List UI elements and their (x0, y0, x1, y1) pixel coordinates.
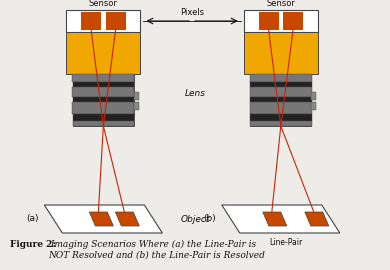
Bar (250, 74, 312, 82)
Bar (73, 114, 134, 121)
Text: (a): (a) (26, 214, 38, 224)
Bar (66, 10, 140, 32)
Bar (250, 121, 312, 126)
Polygon shape (44, 205, 162, 233)
Bar (311, 102, 316, 110)
Bar (73, 74, 134, 82)
Bar (250, 102, 312, 114)
Bar (250, 82, 312, 87)
Text: Pixels: Pixels (180, 8, 204, 17)
Bar (250, 114, 312, 121)
Text: Lens: Lens (184, 89, 206, 99)
Bar (73, 121, 134, 126)
Bar (134, 92, 139, 100)
Bar (72, 87, 135, 97)
Bar (66, 32, 140, 74)
Text: Figure 2:: Figure 2: (10, 240, 56, 249)
Text: Sensor: Sensor (266, 0, 295, 8)
Polygon shape (89, 212, 113, 226)
Bar (81, 12, 101, 30)
Polygon shape (222, 205, 340, 233)
Bar (250, 74, 311, 126)
Polygon shape (115, 212, 139, 226)
Bar (244, 32, 318, 74)
Bar (250, 97, 312, 102)
Bar (259, 12, 278, 30)
Bar (73, 74, 134, 126)
Bar (283, 12, 303, 30)
Bar (134, 102, 139, 110)
Bar (311, 92, 316, 100)
Text: Line-Pair: Line-Pair (269, 238, 302, 247)
Polygon shape (305, 212, 329, 226)
Bar (106, 12, 126, 30)
Polygon shape (263, 212, 287, 226)
Bar (73, 97, 134, 102)
Text: (b): (b) (203, 214, 216, 224)
Bar (244, 10, 318, 32)
Bar (250, 87, 312, 97)
Text: Imaging Scenarios Where (a) the Line-Pair is
NOT Resolved and (b) the Line-Pair : Imaging Scenarios Where (a) the Line-Pai… (48, 240, 265, 259)
Text: Sensor: Sensor (89, 0, 118, 8)
Bar (73, 102, 134, 114)
Text: Object: Object (180, 214, 210, 224)
Bar (73, 82, 134, 87)
